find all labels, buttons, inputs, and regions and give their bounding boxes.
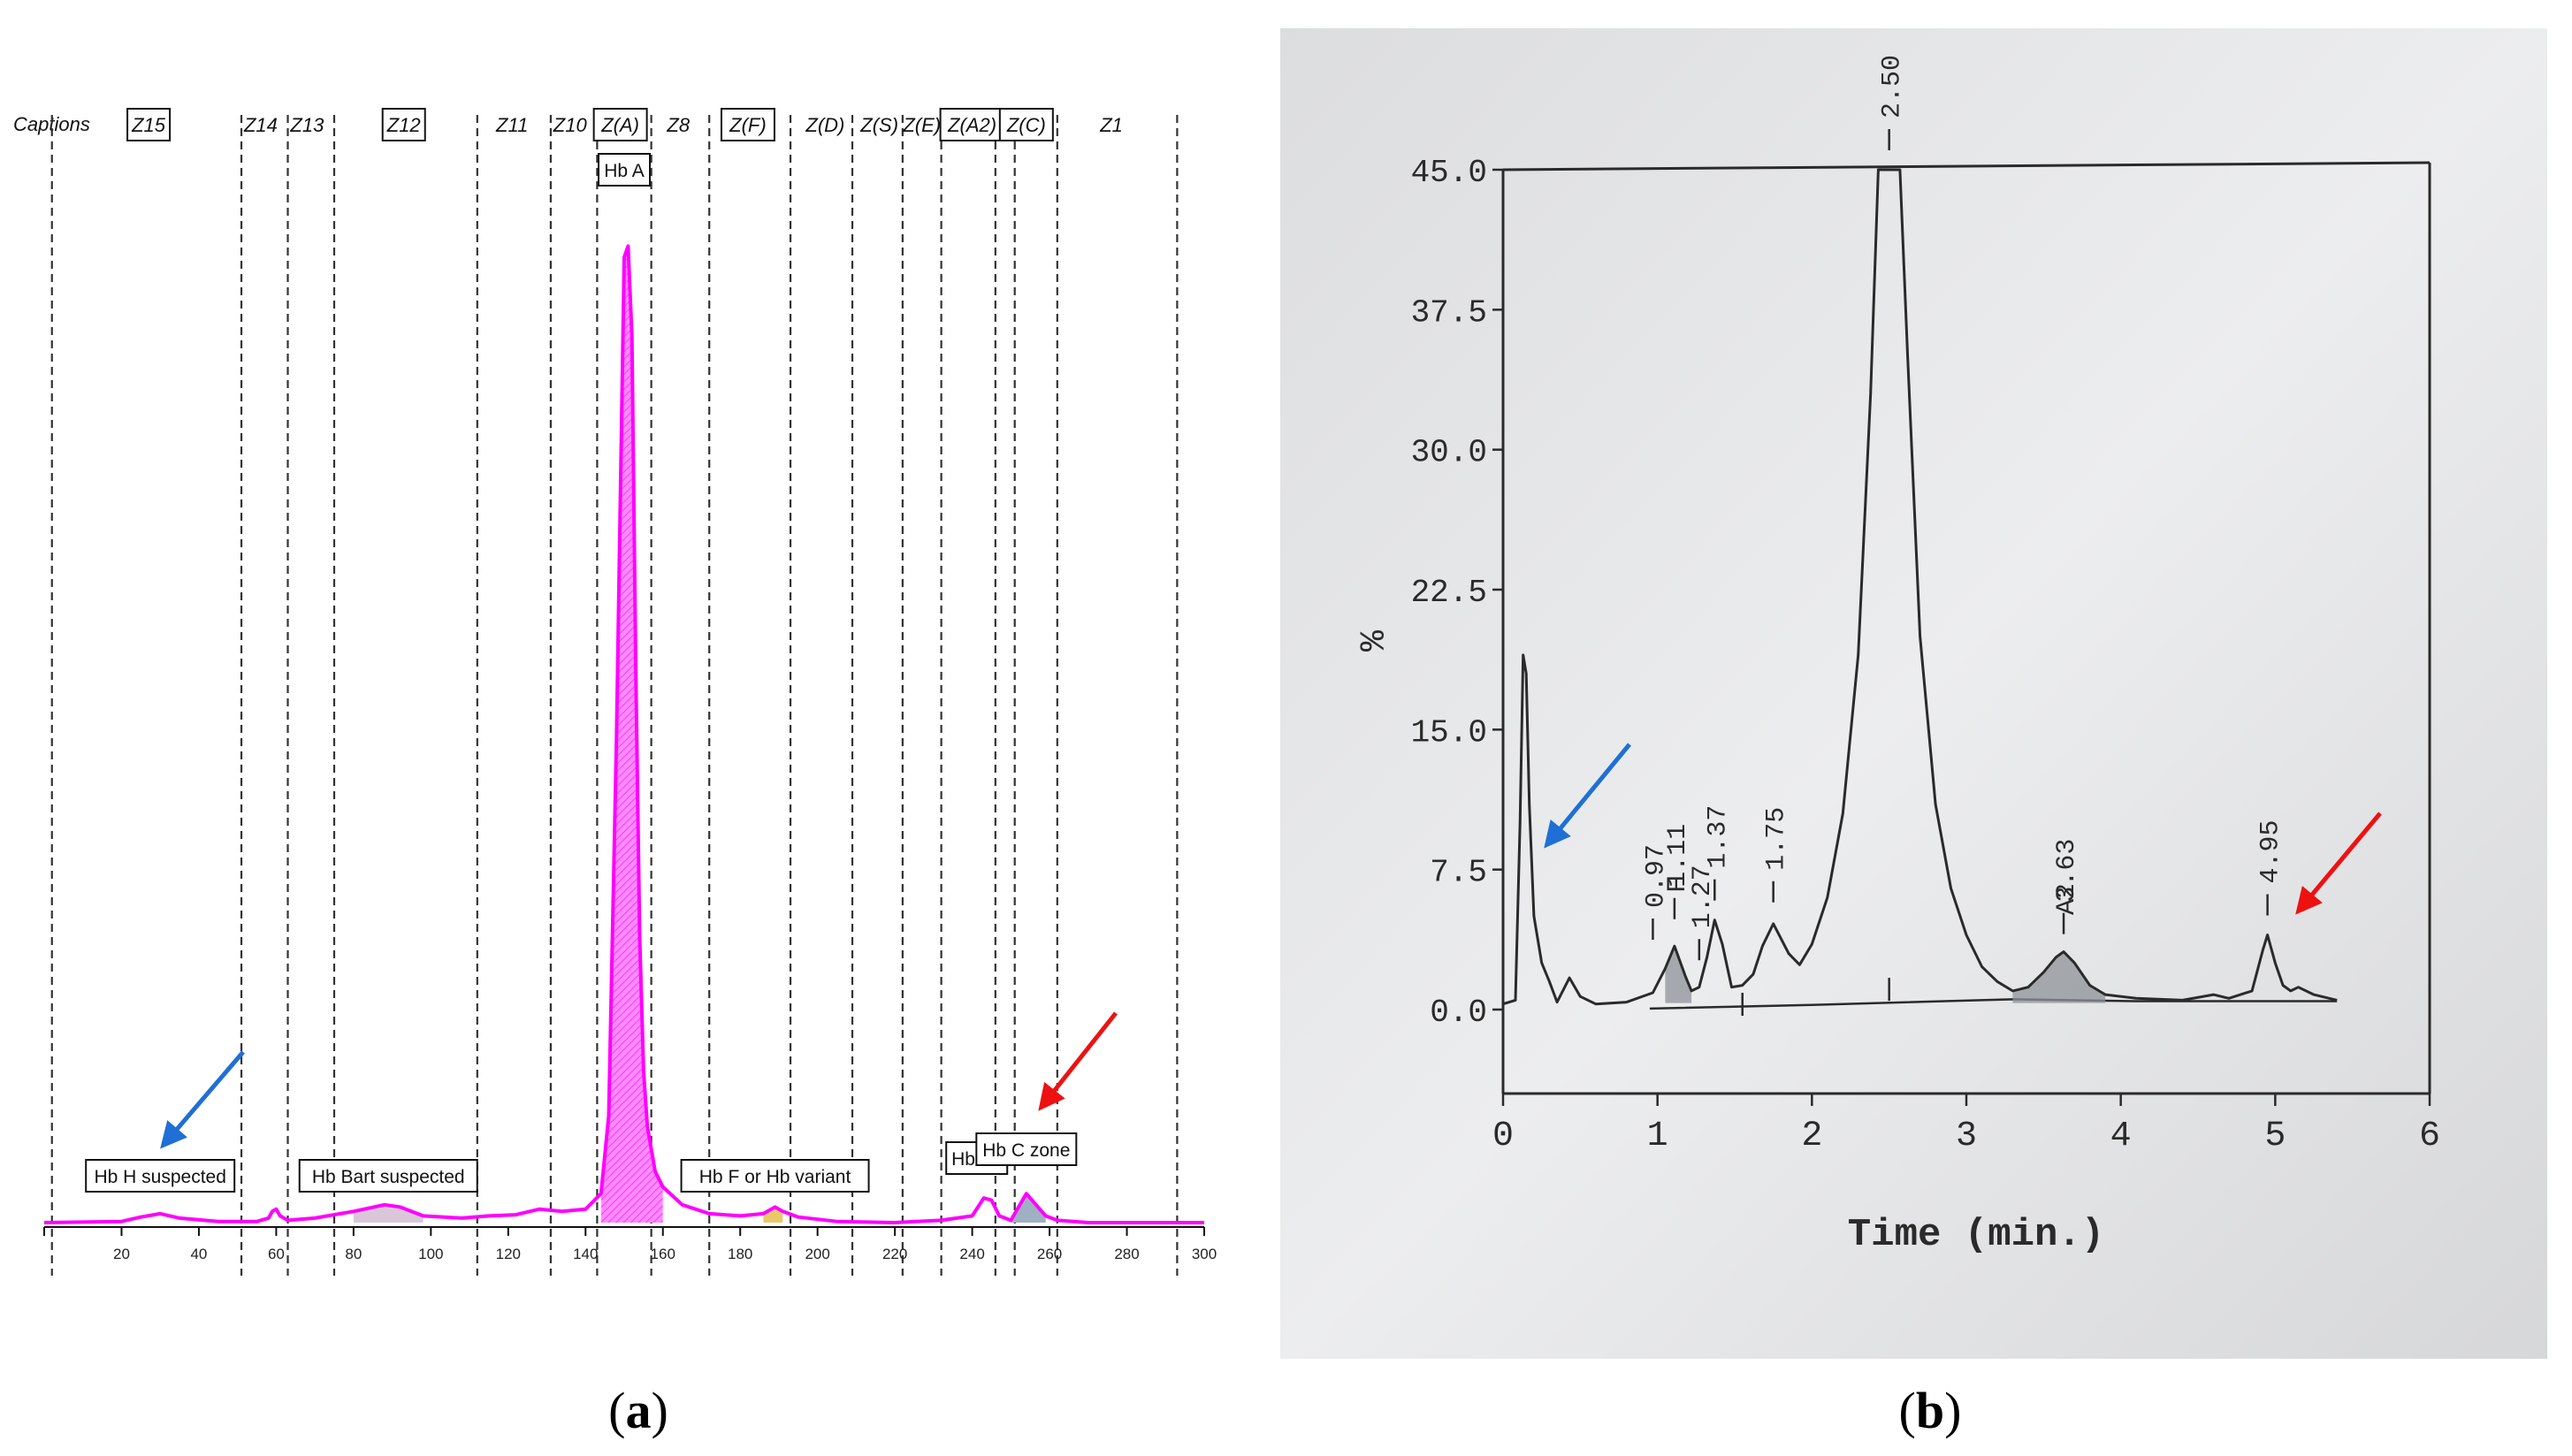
x-tick-label: 300 — [1192, 1246, 1217, 1262]
y-tick-label: 37.5 — [1411, 294, 1487, 331]
x-tick-label: 280 — [1114, 1246, 1139, 1262]
y-tick-label: 0.0 — [1430, 995, 1487, 1031]
x-tick-label: 80 — [345, 1246, 362, 1262]
zone-label-box — [126, 108, 172, 141]
zone-label-box — [998, 108, 1054, 141]
blue-arrow-a — [160, 1050, 245, 1149]
peak-annotations-a: Hb H suspected Hb Bart suspected Hb A Hb F … — [85, 153, 1078, 1193]
panel-a-chart: Captions Z15 Z14 Z13 Z12 Z11 Z10 Z(A) Z8 Z(F) Z(D… — [13, 108, 1217, 1439]
axes-b: 0.0 7.5 15.0 22.5 30.0 37.5 45.0 0 1 2 3 4 5 6 — [1411, 155, 2440, 1156]
paper-background — [1280, 28, 2547, 1359]
peak-annotation-box — [680, 1159, 870, 1193]
zone-label: Z10 — [553, 114, 588, 136]
peak-annotation-label: Hb A — [604, 161, 645, 181]
x-axis-a: 20 40 60 80 100 120 140 160 180 200 220 240 260 280 30… — [43, 1226, 1217, 1262]
x-tick-label: 4 — [2110, 1117, 2132, 1156]
x-tick-label: 220 — [882, 1246, 907, 1262]
x-tick-label: 5 — [2264, 1117, 2286, 1156]
y-tick-label: 7.5 — [1430, 855, 1487, 891]
peak-time-label: 4.95 — [2256, 820, 2286, 884]
x-tick-label: 240 — [959, 1246, 984, 1262]
peak-annotation-box — [598, 153, 651, 187]
zone-label: Z(C) — [1006, 114, 1046, 136]
x-tick-label: 60 — [268, 1246, 285, 1262]
zone-label: Z1 — [1099, 114, 1123, 136]
x-tick-label: 1 — [1647, 1117, 1668, 1156]
peak-name-label: A2 — [2052, 883, 2082, 915]
chromatogram-line-a — [43, 244, 1204, 1224]
blue-arrow-b — [1544, 743, 1631, 849]
chromatogram-line-b — [1502, 168, 2338, 1006]
zone-boundary-lines — [50, 115, 1179, 1276]
y-tick-label: 45.0 — [1411, 155, 1487, 191]
trace-b — [1502, 168, 2338, 1010]
hb-c-peak-fill — [1011, 1193, 1046, 1223]
x-tick-label: 100 — [418, 1246, 443, 1262]
red-arrow-b — [2295, 812, 2382, 915]
y-axis-title-b: % — [1355, 629, 1395, 652]
peak-annotation-box — [85, 1159, 236, 1193]
zone-label-box — [592, 108, 648, 141]
peak-time-label: 3.63 — [2052, 839, 2082, 903]
x-tick-label: 200 — [805, 1246, 829, 1262]
peak-time-label: 2.50 — [1878, 55, 1908, 118]
red-arrow-a — [1038, 1011, 1118, 1111]
x-tick-label: 140 — [573, 1246, 598, 1262]
x-tick-label: 160 — [651, 1246, 675, 1262]
zone-label: Z12 — [386, 114, 421, 136]
peak-annotation-box — [298, 1159, 478, 1193]
peak-time-label: 1.37 — [1703, 805, 1733, 869]
peak-annotation-label: Hb F or Hb variant — [699, 1167, 851, 1187]
zone-label: Z(E) — [902, 114, 941, 136]
x-tick-label: 20 — [113, 1246, 130, 1262]
panel-b-chart: 0.07.515.022.530.037.545.00 1 2 3 4 5 6 0.971.… — [1280, 28, 2547, 1439]
x-tick-label: 180 — [728, 1246, 752, 1262]
top-frame — [1502, 161, 2431, 172]
zone-label-box — [720, 108, 775, 141]
zone-label: Z(S) — [859, 114, 898, 136]
panel-a-label: (a) — [608, 1382, 668, 1439]
x-tick-label: 2 — [1801, 1117, 1822, 1156]
x-tick-label: 3 — [1956, 1117, 1977, 1156]
a2-peak-shade — [2012, 951, 2106, 1003]
hb-a-peak-fill — [600, 246, 663, 1223]
zone-label: Z11 — [495, 114, 528, 136]
zone-label: Z(A2) — [947, 114, 996, 136]
trace-a — [43, 244, 1204, 1224]
zone-label: Z(A) — [600, 114, 639, 136]
peak-annotation-box — [975, 1132, 1078, 1166]
y-tick-label: 22.5 — [1411, 575, 1487, 611]
peak-annotation-label: Hb H suspected — [94, 1167, 225, 1187]
zone-label: Z15 — [131, 114, 166, 136]
zone-label: Z8 — [666, 114, 690, 136]
panel-b-label: (b) — [1899, 1382, 1962, 1439]
zone-label-box — [381, 108, 426, 141]
zone-label: Z(D) — [805, 114, 844, 136]
peak-annotation-label: Hb C zone — [982, 1140, 1070, 1161]
x-tick-label: 260 — [1037, 1246, 1062, 1262]
peak-time-label: 0.97 — [1641, 844, 1671, 908]
f-peak-shade — [1665, 946, 1692, 1003]
y-tick-label: 15.0 — [1411, 714, 1487, 751]
zone-label: Z(F) — [729, 114, 767, 136]
zone-label: Z13 — [289, 114, 324, 136]
peak-labels-b: 0.971.111.271.37 1.75 2.50 3.63 4.95 F A2 — [1641, 55, 2286, 1016]
x-tick-label: 40 — [190, 1246, 207, 1262]
zone-label: Z14 — [243, 114, 278, 136]
zone-labels: Z15 Z14 Z13 Z12 Z11 Z10 Z(A) Z8 Z(F) Z(D) Z(S) Z(E)… — [126, 108, 1123, 141]
peak-time-label: 1.75 — [1762, 807, 1792, 871]
peak-annotation-label: Hb Bart suspected — [312, 1167, 465, 1187]
zone-label-box — [939, 108, 1005, 141]
x-tick-label: 120 — [496, 1246, 521, 1262]
hb-f-peak-fill — [763, 1207, 783, 1223]
x-tick-label: 0 — [1492, 1117, 1514, 1156]
peak-name-label: F — [1663, 877, 1693, 893]
peak-time-label: 1.11 — [1663, 824, 1693, 888]
x-axis-title-b: Time (min.) — [1848, 1213, 2104, 1257]
x-tick-label: 6 — [2419, 1117, 2440, 1156]
peak-time-label: 1.27 — [1688, 865, 1718, 928]
y-tick-label: 30.0 — [1411, 435, 1487, 471]
